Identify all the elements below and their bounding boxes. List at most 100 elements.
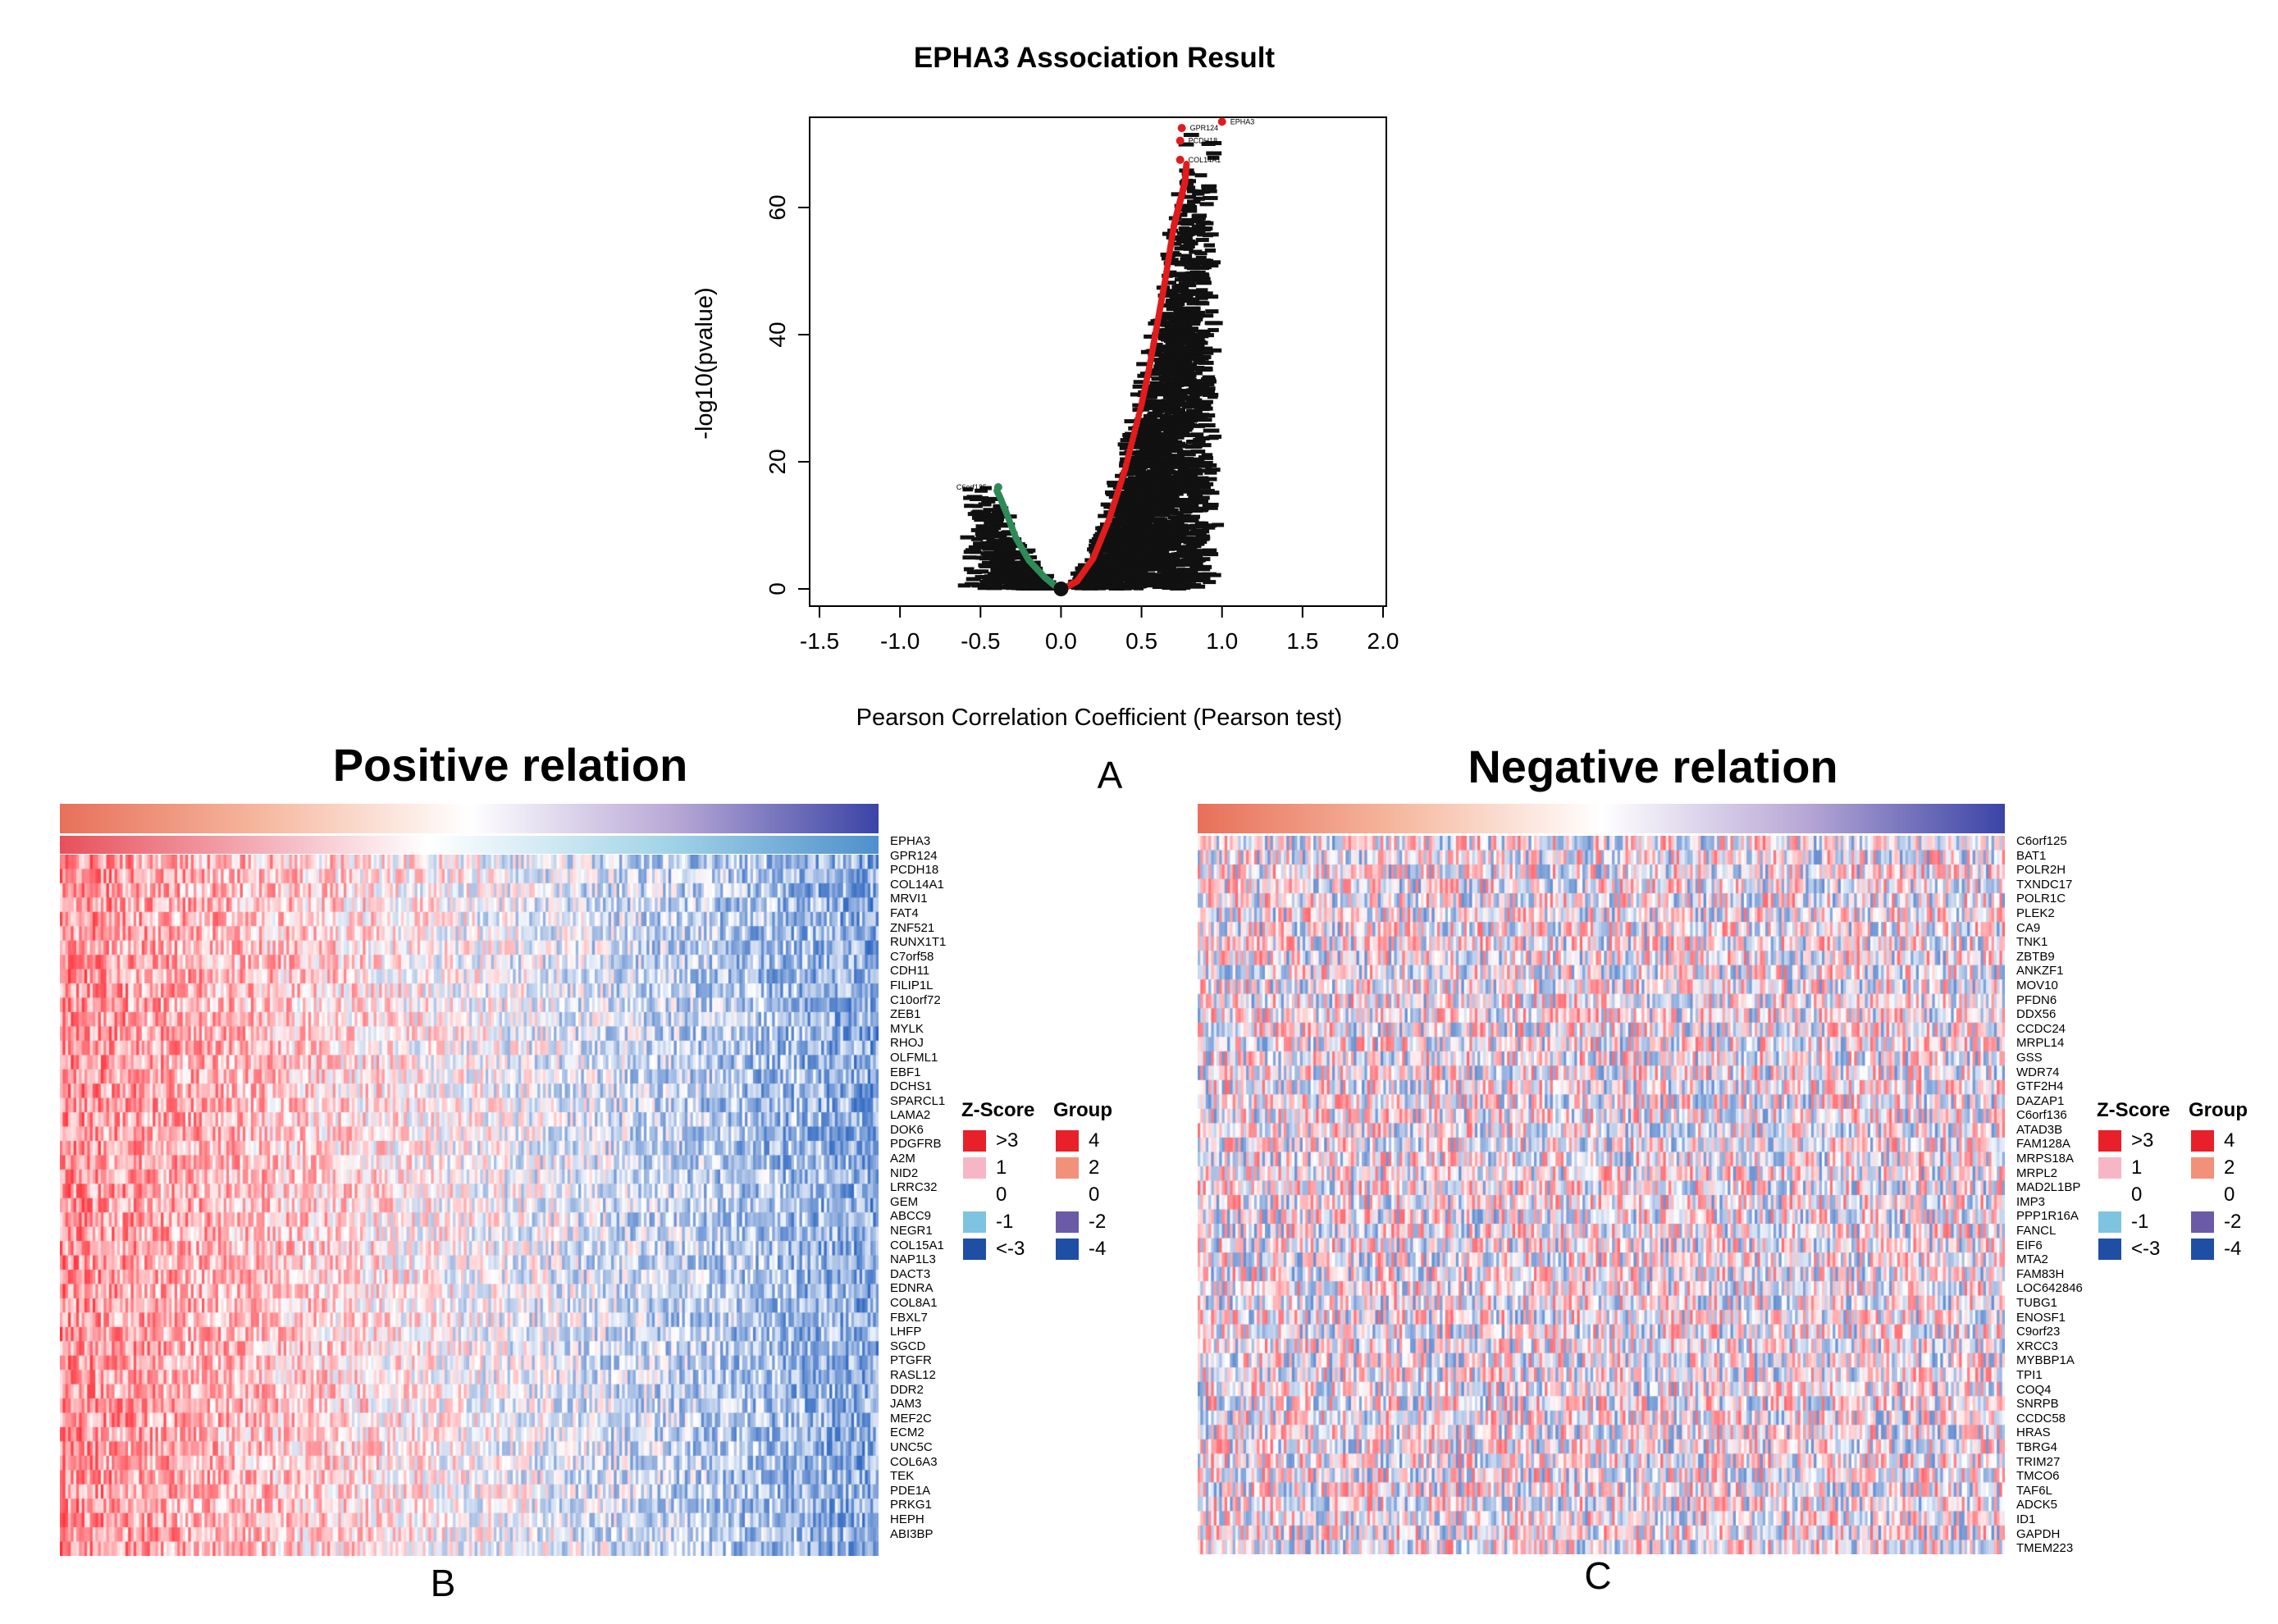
- gene-label-mark: [992, 534, 1007, 539]
- gene-label-mark: [970, 536, 984, 541]
- gene-label-mark: [1189, 344, 1205, 349]
- gene-label-mark: [1173, 304, 1184, 309]
- gene-label-mark: [1180, 457, 1194, 462]
- gene-label-mark: [1017, 562, 1029, 567]
- plot-frame: [809, 116, 1387, 607]
- gene-label-mark: [1206, 294, 1219, 299]
- gene-label-mark: [1133, 492, 1147, 497]
- gene-label-mark: [1165, 300, 1178, 305]
- gene-label-mark: [1142, 444, 1153, 449]
- gene-label-mark: [1166, 581, 1177, 586]
- gene-label-mark: [1125, 506, 1142, 511]
- y-axis-label: -log10(pvalue): [692, 287, 718, 439]
- gene-label-mark: [1187, 381, 1203, 386]
- gene-label-mark: [1113, 527, 1125, 532]
- gene-label-mark: [1193, 196, 1205, 201]
- gene-label-mark: [1164, 325, 1178, 330]
- gene-label-mark: [1201, 184, 1217, 189]
- gene-label: CA9: [2016, 920, 2041, 935]
- gene-label-mark: [1202, 548, 1217, 553]
- gene-label-mark: [1139, 422, 1152, 427]
- gene-label-mark: [962, 555, 977, 560]
- gene-label-mark: [1174, 349, 1189, 354]
- zscore-legend-item: 1: [963, 1156, 1007, 1179]
- gene-label: MOV10: [2016, 978, 2058, 992]
- gene-label: RASL12: [890, 1367, 936, 1382]
- gene-label-mark: [1123, 503, 1134, 508]
- group-legend-item: 0: [1056, 1184, 1099, 1207]
- gene-label-mark: [1192, 441, 1206, 446]
- negative-group-bar: [1198, 804, 2005, 833]
- gene-label-mark: [1178, 226, 1190, 231]
- gene-label-mark: [1203, 428, 1220, 433]
- gene-label: C6orf125: [2016, 834, 2067, 848]
- gene-label-mark: [1159, 312, 1172, 317]
- x-tick-label: 1.0: [1206, 628, 1238, 654]
- gene-label: EPHA3: [890, 834, 931, 848]
- gene-label-mark: [1180, 517, 1192, 522]
- gene-label-mark: [1168, 395, 1184, 399]
- gene-label-mark: [1179, 545, 1192, 550]
- gene-label-mark: [1171, 389, 1182, 394]
- gene-label-mark: [1128, 470, 1141, 475]
- gene-label-mark: [1180, 558, 1195, 563]
- gene-label-mark: [1116, 490, 1129, 495]
- gene-label-mark: [1098, 541, 1116, 546]
- group-legend-item: -2: [1056, 1211, 1106, 1234]
- gene-label-mark: [984, 551, 997, 556]
- gene-label-mark: [1023, 570, 1039, 575]
- gene-label-mark: [1164, 406, 1181, 411]
- gene-label-mark: [1133, 522, 1144, 527]
- gene-label-mark: [1177, 468, 1189, 472]
- gene-label-mark: [1187, 481, 1198, 486]
- gene-label-mark: [1170, 445, 1181, 449]
- group-legend-label: -2: [1089, 1211, 1107, 1233]
- gene-label-mark: [1134, 487, 1152, 492]
- gene-label: ID1: [2016, 1512, 2036, 1526]
- gene-label: LRRC32: [890, 1180, 938, 1195]
- gene-label-mark: [1203, 389, 1216, 394]
- gene-label-mark: [1107, 481, 1119, 486]
- gene-label-mark: [1189, 346, 1205, 351]
- gene-label-mark: [1189, 489, 1206, 494]
- gene-label-mark: [1197, 272, 1209, 277]
- gene-label-mark: [1189, 409, 1203, 414]
- gene-label: POLR1C: [2016, 892, 2066, 906]
- gene-label-mark: [975, 524, 988, 529]
- gene-label-mark: [1128, 542, 1142, 547]
- gene-label: COL14A1: [890, 877, 944, 892]
- gene-label-mark: [1175, 470, 1190, 475]
- zscore-legend-label: 1: [996, 1156, 1007, 1179]
- gene-label-mark: [1144, 454, 1156, 459]
- gene-label-mark: [1186, 337, 1203, 342]
- gene-label-mark: [981, 499, 996, 504]
- gene-label-mark: [1081, 576, 1093, 581]
- gene-label-mark: [1166, 532, 1183, 537]
- group-legend-item: -2: [2191, 1211, 2241, 1234]
- gene-label-mark: [1168, 460, 1185, 465]
- gene-label-mark: [1166, 555, 1180, 560]
- gene-label-mark: [1157, 336, 1173, 341]
- gene-label: FILIP1L: [890, 978, 934, 992]
- gene-label: COL15A1: [890, 1238, 944, 1252]
- gene-label: DOK6: [890, 1122, 924, 1137]
- gene-label-mark: [1102, 569, 1116, 574]
- gene-label-mark: [1162, 231, 1174, 236]
- gene-label-mark: [1186, 388, 1199, 393]
- gene-label-mark: [1115, 515, 1129, 520]
- gene-label-mark: [1166, 422, 1183, 427]
- gene-label: OLFML1: [890, 1050, 938, 1065]
- gene-label: MAD2L1BP: [2016, 1180, 2081, 1195]
- gene-label-mark: [1171, 552, 1181, 557]
- gene-label-mark: [970, 527, 988, 532]
- gene-label: TPI1: [2016, 1367, 2043, 1382]
- gene-label: LOC642846: [2016, 1281, 2083, 1296]
- gene-label: XRCC3: [2016, 1339, 2058, 1353]
- gene-label-mark: [1176, 324, 1189, 329]
- gene-label-mark: [1023, 586, 1034, 591]
- gene-label-mark: [1201, 261, 1212, 266]
- gene-label-mark: [1192, 291, 1204, 296]
- gene-label: MTA2: [2016, 1252, 2048, 1267]
- gene-label: ABCC9: [890, 1209, 932, 1224]
- gene-label-mark: [1145, 463, 1161, 468]
